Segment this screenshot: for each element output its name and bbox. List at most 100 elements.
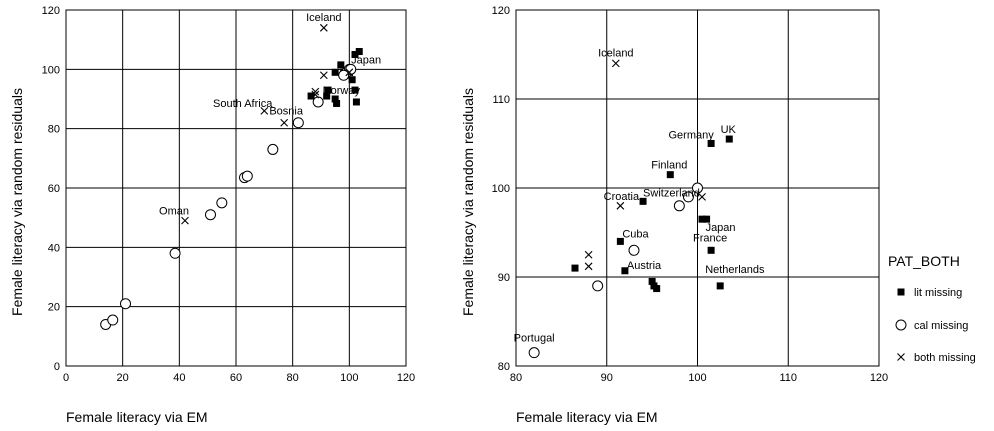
data-point bbox=[528, 347, 540, 359]
x-tick-label: 0 bbox=[63, 372, 69, 384]
x-stroke bbox=[616, 201, 625, 210]
x-tick-label: 40 bbox=[173, 372, 185, 384]
y-tick-label: 0 bbox=[54, 361, 60, 373]
x-stroke bbox=[280, 118, 289, 127]
data-point bbox=[331, 68, 339, 76]
legend-marker bbox=[897, 288, 905, 296]
data-point bbox=[181, 216, 189, 225]
data-point bbox=[716, 282, 724, 290]
data-point bbox=[169, 247, 181, 259]
y-tick-label: 100 bbox=[42, 64, 60, 76]
data-point bbox=[307, 92, 315, 100]
data-point bbox=[216, 197, 228, 209]
data-point bbox=[324, 86, 332, 94]
x-tick-label: 110 bbox=[779, 372, 797, 384]
x-stroke bbox=[698, 193, 706, 201]
data-point bbox=[280, 118, 289, 127]
legend-marker bbox=[895, 319, 907, 331]
data-point bbox=[311, 90, 320, 99]
y-tick-label: 110 bbox=[492, 94, 510, 106]
x-tick-label: 80 bbox=[287, 372, 299, 384]
point-label: Croatia bbox=[604, 191, 640, 203]
legend-label: cal missing bbox=[914, 320, 968, 332]
data-point bbox=[355, 48, 363, 56]
x-tick-label: 20 bbox=[117, 372, 129, 384]
legend-marker bbox=[897, 353, 905, 361]
x-axis-label: Female literacy via EM bbox=[516, 409, 658, 425]
point-label: Japan bbox=[351, 55, 381, 67]
point-label: UK bbox=[721, 124, 737, 136]
data-point bbox=[616, 201, 625, 210]
y-axis-label: Female literacy via random residuals bbox=[460, 88, 476, 316]
data-point bbox=[571, 264, 579, 272]
data-point bbox=[592, 280, 604, 292]
data-point bbox=[205, 209, 216, 221]
x-stroke bbox=[311, 87, 320, 96]
data-point bbox=[648, 277, 656, 285]
data-point bbox=[616, 237, 624, 245]
chart-2: 80 90 100 110 120 80 90 100 110 120 Female literac… bbox=[460, 5, 976, 425]
data-point bbox=[319, 23, 328, 32]
data-point bbox=[698, 215, 706, 223]
data-point bbox=[698, 193, 706, 201]
point-label: Germany bbox=[668, 130, 714, 142]
data-point bbox=[312, 96, 324, 108]
data-point bbox=[707, 140, 715, 147]
x-axis-label: Female literacy via EM bbox=[66, 409, 208, 425]
x-stroke bbox=[345, 68, 354, 77]
x-tick-label: 100 bbox=[688, 372, 706, 384]
data-point bbox=[333, 99, 341, 107]
data-point bbox=[331, 95, 339, 103]
x-stroke bbox=[260, 106, 269, 115]
point-label: Iceland bbox=[598, 47, 633, 59]
x-stroke bbox=[584, 262, 593, 271]
y-axis-label: Female literacy via random residuals bbox=[9, 88, 25, 316]
data-point bbox=[319, 71, 328, 80]
plot-frame bbox=[515, 9, 880, 367]
legend-label: lit missing bbox=[914, 287, 962, 299]
data-point bbox=[584, 250, 593, 259]
y-tick-label: 80 bbox=[48, 124, 60, 136]
x-stroke bbox=[611, 59, 620, 68]
data-point bbox=[703, 215, 711, 223]
x-tick-label: 90 bbox=[601, 372, 613, 384]
data-point bbox=[348, 76, 356, 84]
y-tick-label: 20 bbox=[48, 302, 60, 314]
data-point bbox=[673, 200, 685, 212]
data-point bbox=[707, 246, 715, 254]
point-label: France bbox=[693, 232, 727, 244]
data-point bbox=[621, 267, 629, 275]
data-point bbox=[666, 171, 674, 179]
data-point bbox=[682, 191, 694, 203]
data-point bbox=[338, 69, 350, 81]
x-tick-label: 100 bbox=[340, 372, 358, 384]
chart-1: 0 20 40 60 80 100 120 0 20 40 60 80 100 120 Female lit… bbox=[9, 5, 415, 425]
x-stroke bbox=[319, 71, 328, 80]
series-cal-missing bbox=[528, 182, 703, 359]
x-stroke bbox=[181, 216, 189, 225]
point-label: Switzerland bbox=[643, 187, 700, 199]
point-label: Austria bbox=[627, 260, 662, 272]
series-cal-missing bbox=[100, 63, 357, 330]
x-stroke bbox=[311, 90, 320, 99]
data-point bbox=[628, 244, 640, 256]
legend-label: both missing bbox=[914, 352, 976, 364]
data-point bbox=[323, 92, 331, 100]
data-point bbox=[260, 106, 269, 115]
point-label: Japan bbox=[706, 222, 736, 234]
data-point bbox=[351, 86, 359, 94]
data-point bbox=[345, 68, 354, 77]
y-tick-label: 60 bbox=[48, 183, 60, 195]
point-labels: Iceland UK Germany Finland Croatia Switzerlan… bbox=[514, 47, 765, 344]
data-point bbox=[267, 143, 279, 155]
point-label: Finland bbox=[651, 160, 687, 172]
data-point bbox=[120, 298, 131, 310]
x-tick-label: 120 bbox=[870, 372, 888, 384]
x-tick-label: 80 bbox=[510, 372, 522, 384]
legend-title: PAT_BOTH bbox=[888, 253, 960, 269]
point-label: Iceland bbox=[306, 12, 341, 24]
series-both-missing bbox=[181, 23, 354, 225]
point-label: Bosnia bbox=[269, 106, 304, 118]
